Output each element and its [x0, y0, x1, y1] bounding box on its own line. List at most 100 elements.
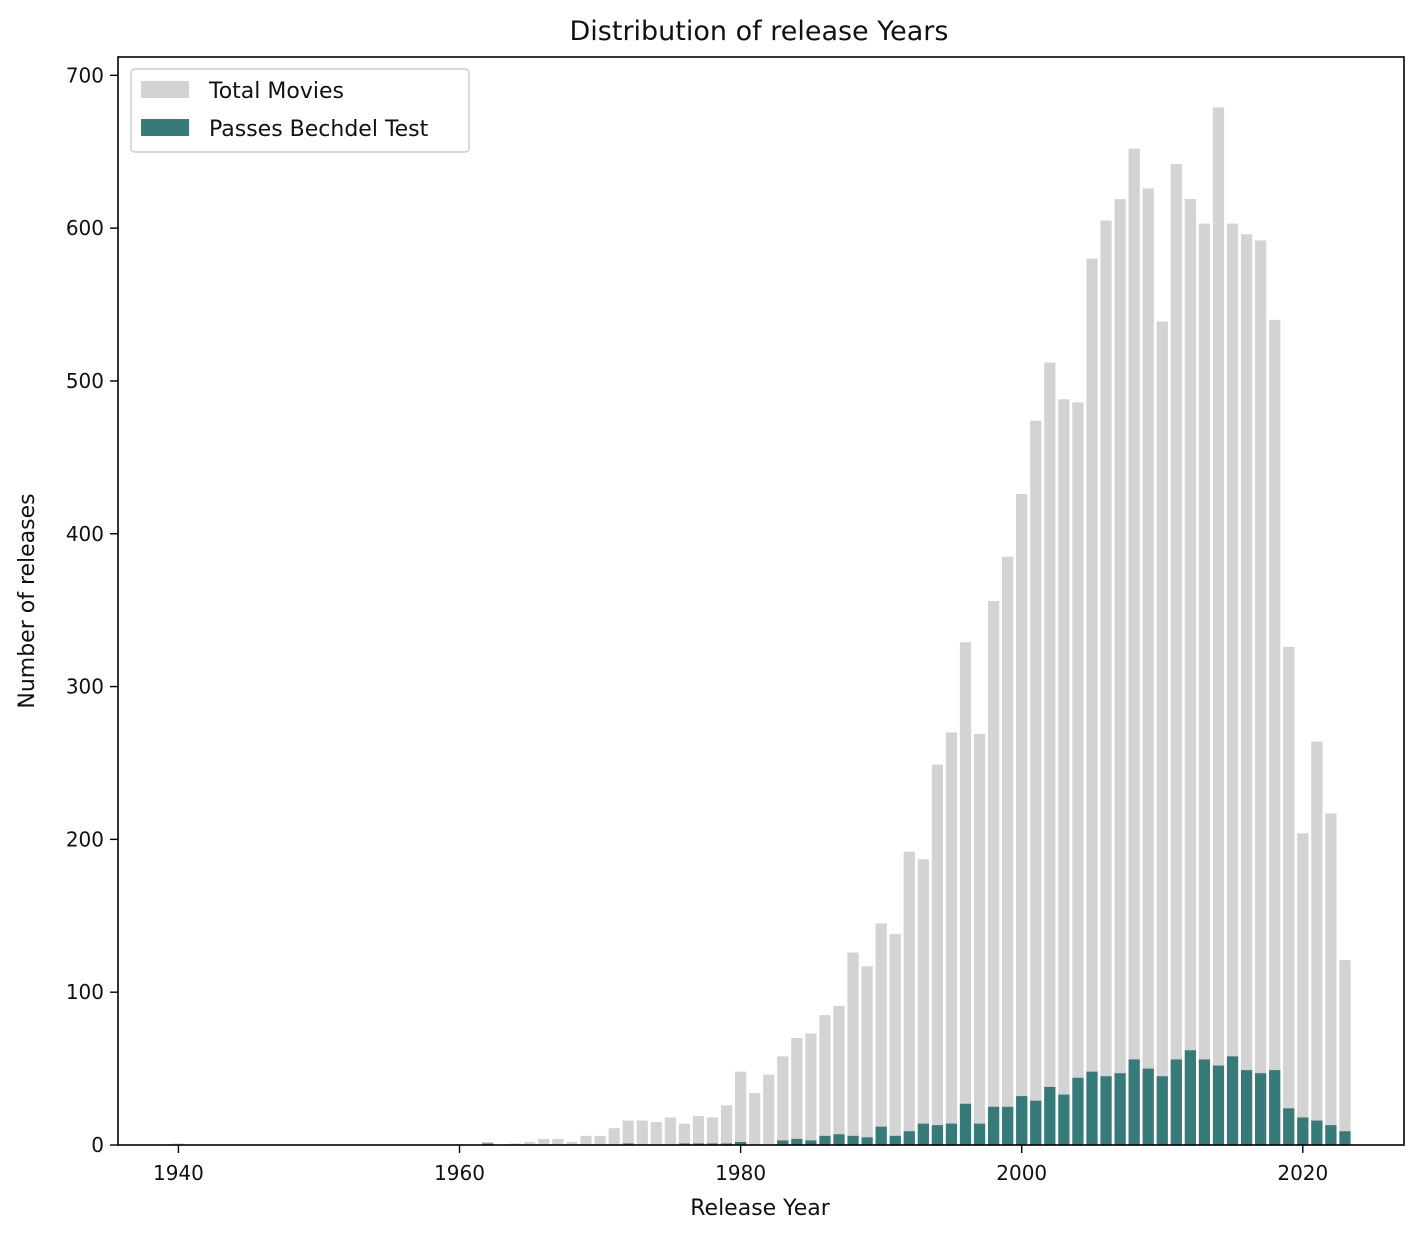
bar-total-movies-1977 [692, 1115, 705, 1145]
x-tick-label: 2000 [996, 1161, 1047, 1185]
bar-passes-bechdel-2006 [1100, 1076, 1112, 1145]
bar-total-movies-2023 [1339, 960, 1351, 1145]
bar-passes-bechdel-1998 [987, 1106, 1000, 1145]
legend-swatch-total-movies [141, 81, 189, 98]
bar-passes-bechdel-2010 [1156, 1076, 1168, 1145]
legend-box [130, 68, 470, 153]
bar-passes-bechdel-2005 [1086, 1071, 1098, 1145]
bar-total-movies-1969 [580, 1135, 592, 1145]
bar-total-movies-2017 [1255, 240, 1267, 1145]
legend-label-passes-bechdel: Passes Bechdel Test [209, 117, 429, 142]
bar-total-movies-1968 [566, 1141, 578, 1145]
bar-total-movies-1976 [678, 1123, 691, 1145]
bar-passes-bechdel-1993 [917, 1123, 929, 1145]
bar-passes-bechdel-2000 [1016, 1096, 1028, 1145]
bar-total-movies-1971 [608, 1128, 620, 1145]
chart-title: Distribution of release Years [570, 16, 949, 47]
bar-total-movies-1985 [805, 1033, 817, 1145]
bar-passes-bechdel-2001 [1030, 1100, 1042, 1145]
x-tick-label: 1940 [153, 1161, 204, 1185]
y-axis-ticks: 0 100 200 300 400 500 600 700 [66, 63, 118, 1157]
bar-total-movies-1966 [538, 1138, 550, 1145]
bar-passes-bechdel-2002 [1044, 1086, 1056, 1145]
y-tick-label: 700 [66, 63, 104, 87]
bar-total-movies-2020 [1297, 833, 1309, 1145]
bar-total-movies-1986 [819, 1015, 831, 1145]
bar-total-movies-1967 [552, 1138, 564, 1145]
bar-total-movies-2013 [1198, 223, 1211, 1145]
bar-total-movies-2005 [1086, 258, 1098, 1146]
bar-passes-bechdel-2023 [1339, 1131, 1351, 1145]
bar-passes-bechdel-1990 [875, 1126, 887, 1145]
bar-total-movies-2004 [1072, 402, 1084, 1146]
bar-passes-bechdel-2013 [1198, 1059, 1211, 1145]
bar-total-movies-1987 [833, 1005, 845, 1145]
bar-passes-bechdel-2020 [1297, 1117, 1309, 1145]
y-tick-label: 0 [91, 1133, 104, 1157]
bar-total-movies-2000 [1016, 494, 1028, 1145]
bar-passes-bechdel-2012 [1184, 1050, 1196, 1145]
bar-total-movies-1989 [861, 966, 873, 1145]
bar-passes-bechdel-1980 [735, 1141, 747, 1145]
bar-passes-bechdel-2018 [1269, 1070, 1281, 1145]
y-tick-label: 200 [66, 827, 104, 851]
bar-passes-bechdel-2016 [1240, 1070, 1253, 1145]
x-tick-label: 1980 [715, 1161, 766, 1185]
bar-total-movies-1996 [959, 642, 972, 1145]
bar-total-movies-1990 [875, 923, 887, 1145]
bar-passes-bechdel-1996 [959, 1103, 972, 1145]
bar-total-movies-2003 [1058, 399, 1070, 1145]
bar-passes-bechdel-1985 [805, 1140, 817, 1145]
legend-label-total-movies: Total Movies [208, 79, 344, 104]
bar-passes-bechdel-1992 [903, 1131, 915, 1145]
bar-passes-bechdel-1989 [861, 1137, 873, 1145]
bar-total-movies-1973 [636, 1120, 648, 1145]
y-tick-label: 400 [66, 522, 104, 546]
bar-passes-bechdel-2003 [1058, 1094, 1070, 1145]
bar-passes-bechdel-1991 [889, 1135, 901, 1145]
bar-total-movies-2019 [1283, 646, 1295, 1145]
bar-passes-bechdel-1999 [1002, 1106, 1014, 1145]
bar-passes-bechdel-2015 [1226, 1056, 1239, 1145]
bar-total-movies-1993 [917, 859, 929, 1145]
bar-total-movies-2010 [1156, 321, 1168, 1145]
bar-total-movies-1965 [524, 1141, 536, 1145]
bar-passes-bechdel-2021 [1311, 1120, 1323, 1145]
bar-passes-bechdel-2008 [1128, 1059, 1140, 1145]
bar-total-movies-1991 [889, 934, 901, 1145]
bar-total-movies-1999 [1002, 556, 1014, 1145]
bar-total-movies-1997 [973, 733, 986, 1145]
bar-total-movies-1972 [622, 1120, 634, 1145]
bar-passes-bechdel-2004 [1072, 1077, 1084, 1145]
bar-total-movies-1984 [791, 1038, 803, 1145]
passes-bechdel-bars [482, 1050, 1351, 1145]
x-tick-label: 1960 [434, 1161, 485, 1185]
x-tick-label: 2020 [1277, 1161, 1328, 1185]
bar-total-movies-1979 [720, 1105, 733, 1145]
bar-total-movies-2015 [1226, 223, 1239, 1145]
legend: Total Movies Passes Bechdel Test [130, 68, 470, 153]
bar-total-movies-1983 [777, 1056, 789, 1145]
bar-passes-bechdel-1984 [791, 1138, 803, 1145]
bar-total-movies-2002 [1044, 362, 1056, 1145]
bar-total-movies-2001 [1030, 420, 1042, 1145]
bar-passes-bechdel-1983 [777, 1140, 789, 1145]
x-axis-ticks: 1940 1960 1980 2000 2020 [153, 1145, 1328, 1185]
bar-total-movies-1970 [594, 1135, 606, 1145]
bar-passes-bechdel-1995 [945, 1123, 958, 1145]
bar-passes-bechdel-1994 [931, 1125, 943, 1145]
bar-passes-bechdel-2009 [1142, 1068, 1154, 1145]
bar-total-movies-1981 [749, 1093, 761, 1145]
bar-total-movies-1995 [945, 732, 958, 1145]
bar-total-movies-2007 [1114, 199, 1126, 1146]
bar-passes-bechdel-1997 [973, 1123, 986, 1145]
bar-passes-bechdel-2007 [1114, 1073, 1126, 1145]
bar-total-movies-1980 [735, 1071, 747, 1145]
bar-total-movies-1982 [763, 1074, 775, 1145]
bar-total-movies-1975 [664, 1117, 676, 1145]
y-tick-label: 500 [66, 369, 104, 393]
bar-passes-bechdel-1987 [833, 1134, 845, 1145]
bar-total-movies-2018 [1269, 319, 1281, 1146]
bar-passes-bechdel-2011 [1170, 1059, 1182, 1145]
